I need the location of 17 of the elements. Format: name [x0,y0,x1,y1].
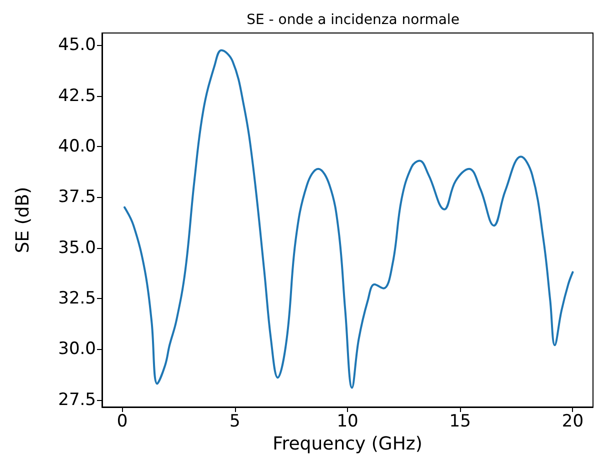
y-tick-label: 32.5 [58,288,96,309]
x-tick-label: 20 [562,412,584,432]
x-tick-label: 0 [116,412,128,432]
y-tick-label: 27.5 [58,390,96,410]
y-tick-label: 45.0 [58,35,96,56]
y-axis-title: SE (dB) [12,186,34,254]
x-tick-label: 10 [336,412,358,432]
line-series [124,49,574,389]
x-tick-label: 15 [449,412,471,432]
x-axis-title: Frequency (GHz) [272,434,422,454]
y-tick-label: 40.0 [58,136,96,157]
y-tick-label: 42.5 [58,86,96,106]
y-tick-label: 35.0 [58,238,96,258]
x-tick-label: 5 [229,412,240,432]
y-tick-label: 37.5 [58,187,96,208]
chart-title: SE - onde a incidenza normale [246,12,460,28]
y-tick-label: 30.0 [58,339,96,360]
